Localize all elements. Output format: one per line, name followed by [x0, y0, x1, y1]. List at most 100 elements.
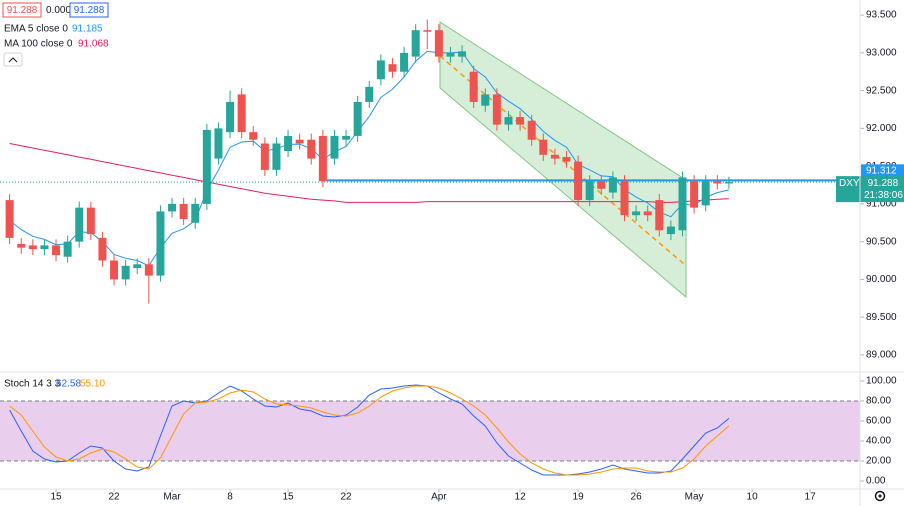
series-line [9, 50, 730, 267]
candle-body [597, 181, 606, 189]
candle-body [63, 241, 72, 257]
candle-body [191, 203, 200, 223]
candle-body [539, 139, 548, 155]
x-tick-label: 17 [805, 492, 817, 503]
candle-body [434, 30, 443, 57]
candle-body [620, 181, 629, 216]
x-tick-label: 15 [50, 492, 62, 503]
chevron-icon [8, 57, 18, 63]
candle-body [400, 52, 409, 72]
candle-body [376, 60, 385, 80]
candle-body [307, 139, 316, 159]
y-tick-label: 93.500 [866, 10, 897, 21]
candle-body [330, 135, 339, 159]
x-tick-label: 26 [631, 492, 643, 503]
candle-body [574, 161, 583, 201]
y-tick-label: 20.00 [866, 456, 891, 467]
candle-body [481, 94, 490, 106]
y-tick-label: 0.00 [866, 476, 886, 487]
candle-body [353, 101, 362, 136]
candle-body [272, 143, 281, 170]
candle-body [237, 94, 246, 133]
x-tick-label: 8 [227, 492, 233, 503]
y-tick-label: 92.000 [866, 123, 897, 134]
collapse-button[interactable] [3, 52, 23, 67]
level-label-box [861, 164, 904, 178]
candle-body [365, 86, 374, 102]
x-tick-label: 22 [108, 492, 120, 503]
candle-body [260, 143, 269, 170]
x-tick-label: 15 [282, 492, 294, 503]
candle-body [318, 135, 327, 182]
candle-body [5, 200, 14, 238]
candle-body [446, 52, 455, 57]
x-tick-label: Apr [431, 492, 447, 503]
candle-body [655, 200, 664, 231]
candle-body [411, 30, 420, 57]
candle-body [701, 181, 710, 206]
candle-body [492, 94, 501, 125]
header-change: 0.000 [46, 5, 71, 16]
candle-body [17, 243, 26, 248]
last-price: 91.288 [868, 178, 899, 189]
y-tick-label: 91.000 [866, 199, 897, 210]
x-tick-label: 19 [573, 492, 585, 503]
candle-body [643, 211, 652, 216]
legend-name: EMA 5 close 0 [4, 24, 68, 35]
legend-value: 91.068 [78, 39, 109, 50]
candle-body [724, 182, 733, 184]
y-tick-label: 60.00 [866, 416, 891, 427]
candle-body [168, 203, 177, 212]
y-tick-label: 90.500 [866, 236, 897, 247]
x-tick-label: May [685, 492, 704, 503]
header-box [69, 2, 109, 18]
candle-body [690, 181, 699, 208]
candle-body [75, 207, 84, 242]
candle-body [179, 203, 188, 219]
legend-name: MA 100 close 0 [4, 39, 73, 50]
level-label: 91.312 [866, 165, 897, 176]
symbol: DXY [839, 178, 860, 189]
legend-value: 55.10 [80, 379, 105, 390]
series-line [9, 143, 729, 203]
series-line [9, 385, 730, 476]
x-tick-label: 12 [515, 492, 527, 503]
candle-body [144, 264, 153, 276]
candle-body [666, 226, 675, 235]
y-tick-label: 89.000 [866, 350, 897, 361]
candle-body [156, 211, 165, 276]
candle-body [202, 129, 211, 204]
candle-body [284, 135, 293, 152]
candle-body [86, 207, 95, 235]
candle-body [52, 245, 61, 256]
legend-value: 91.185 [72, 24, 103, 35]
x-tick-label: 22 [341, 492, 353, 503]
series-line [9, 384, 730, 476]
y-tick-label: 93.000 [866, 47, 897, 58]
candle-body [562, 157, 571, 162]
candle-body [295, 139, 304, 144]
last-price-box [836, 176, 904, 203]
candle-body [342, 135, 351, 140]
candle-body [469, 71, 478, 102]
header-price: 91.288 [74, 5, 105, 16]
y-tick-label: 89.500 [866, 312, 897, 323]
stoch-band [0, 401, 860, 461]
candle-body [550, 154, 559, 159]
y-tick-label: 40.00 [866, 436, 891, 447]
legend-value: 62.58 [56, 379, 81, 390]
y-tick-label: 100.00 [866, 376, 897, 387]
candle-body [678, 177, 687, 231]
candle-body [133, 264, 142, 269]
candle-body [632, 211, 641, 216]
candle-body [585, 181, 594, 201]
countdown: 21:38:06 [864, 190, 903, 201]
stoch-title: Stoch 14 3 3 [4, 379, 61, 390]
settings-icon[interactable] [874, 490, 886, 502]
candle-body [713, 181, 722, 184]
x-tick-label: 10 [747, 492, 759, 503]
candle-body [608, 177, 617, 193]
candle-body [423, 30, 432, 32]
y-tick-label: 92.500 [866, 85, 897, 96]
